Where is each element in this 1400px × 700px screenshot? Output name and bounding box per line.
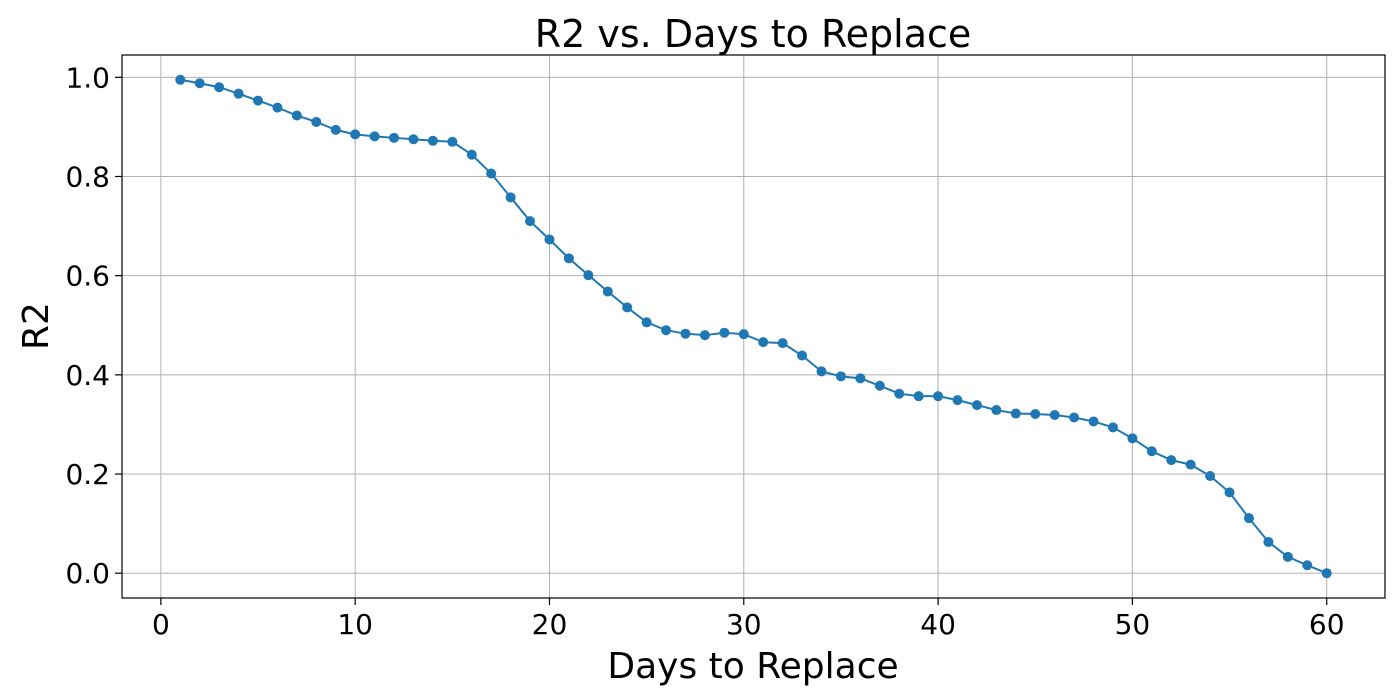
data-point xyxy=(952,395,963,406)
data-point xyxy=(311,116,322,127)
data-point xyxy=(408,134,419,145)
data-point xyxy=(874,380,885,391)
data-point xyxy=(505,192,516,203)
data-point xyxy=(738,329,749,340)
data-point xyxy=(583,270,594,281)
data-point xyxy=(894,388,905,399)
y-tick-label: 0.0 xyxy=(65,557,110,590)
x-tick-label: 40 xyxy=(920,608,956,641)
data-point xyxy=(369,131,380,142)
data-point xyxy=(233,88,244,99)
data-point xyxy=(1030,409,1041,420)
data-point xyxy=(971,400,982,411)
data-point xyxy=(1049,410,1060,421)
data-point xyxy=(641,317,652,328)
data-point xyxy=(466,149,477,160)
data-point xyxy=(330,124,341,135)
data-point xyxy=(389,132,400,143)
data-point xyxy=(622,302,633,313)
x-tick-label: 60 xyxy=(1309,608,1345,641)
plot-frame xyxy=(121,54,1386,599)
x-tick-label: 30 xyxy=(726,608,762,641)
data-point xyxy=(214,82,225,93)
data-point xyxy=(699,330,710,341)
data-point xyxy=(447,136,458,147)
axis-ticks: 0 10 20 30 40 50 60 0.0 0.2 0.4 0.6 0.8 1.0 xyxy=(65,61,1344,641)
data-point xyxy=(913,391,924,402)
x-tick-label: 10 xyxy=(337,608,373,641)
data-point xyxy=(602,286,613,297)
data-point xyxy=(1146,446,1157,457)
series-line xyxy=(180,78,1328,575)
data-point xyxy=(1282,551,1293,562)
data-point xyxy=(1088,416,1099,427)
data-point xyxy=(1321,568,1332,579)
data-point xyxy=(1205,471,1216,482)
x-axis-label: Days to Replace xyxy=(607,646,898,687)
data-point xyxy=(1302,560,1313,571)
data-point xyxy=(486,168,497,179)
y-tick-label: 0.4 xyxy=(65,359,110,392)
data-point xyxy=(933,391,944,402)
data-point xyxy=(544,234,555,245)
data-point xyxy=(175,74,186,85)
data-point xyxy=(350,129,361,140)
data-point xyxy=(835,371,846,382)
x-tick-label: 50 xyxy=(1115,608,1151,641)
y-tick-label: 0.2 xyxy=(65,458,110,491)
data-point xyxy=(1107,422,1118,433)
y-tick-label: 0.8 xyxy=(65,160,110,193)
data-point xyxy=(272,102,283,113)
data-point xyxy=(991,405,1002,416)
data-point xyxy=(719,327,730,338)
y-tick-label: 0.6 xyxy=(65,260,110,293)
series-layer xyxy=(175,74,1332,579)
data-point xyxy=(253,95,264,106)
x-tick-label: 20 xyxy=(532,608,568,641)
data-point xyxy=(1185,459,1196,470)
data-point xyxy=(661,325,672,336)
data-point xyxy=(1166,455,1177,466)
data-point xyxy=(816,366,827,377)
data-point xyxy=(1069,412,1080,423)
data-point xyxy=(1263,536,1274,547)
grid xyxy=(122,55,1385,598)
data-point xyxy=(855,373,866,384)
data-point xyxy=(758,337,769,348)
chart-title: R2 vs. Days to Replace xyxy=(535,12,972,56)
data-point xyxy=(1010,408,1021,419)
data-point xyxy=(797,350,808,361)
data-point xyxy=(1243,513,1254,524)
data-point xyxy=(1127,433,1138,444)
data-point xyxy=(525,216,536,227)
data-point xyxy=(291,110,302,121)
data-point xyxy=(563,253,574,264)
y-axis-label: R2 xyxy=(16,302,57,350)
data-point xyxy=(680,328,691,339)
y-tick-label: 1.0 xyxy=(65,61,110,94)
data-point xyxy=(427,135,438,146)
data-point xyxy=(194,78,205,89)
x-tick-label: 0 xyxy=(152,608,170,641)
data-point xyxy=(1224,487,1235,498)
data-point xyxy=(777,338,788,349)
